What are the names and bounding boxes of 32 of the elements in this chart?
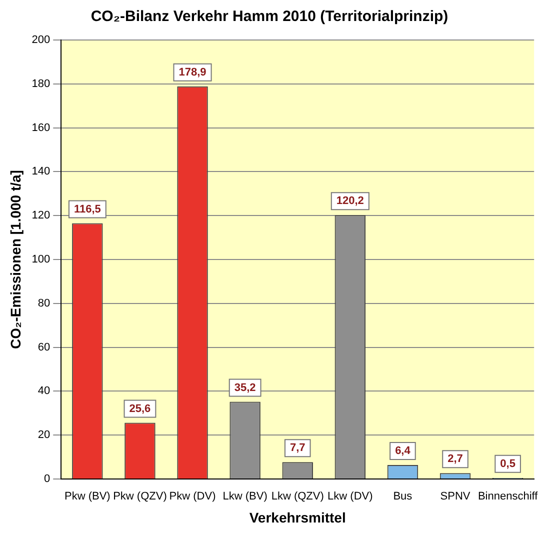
data-label: 0,5 (500, 458, 516, 470)
y-tick-label: 20 (38, 429, 50, 442)
x-tick-label: SPNV (440, 490, 471, 503)
data-label: 116,5 (74, 203, 101, 216)
data-label: 120,2 (336, 195, 364, 208)
y-tick-label: 120 (32, 210, 50, 222)
data-label: 7,7 (290, 442, 306, 454)
x-axis-title: Verkehrsmittel (249, 509, 346, 526)
data-label: 25,6 (129, 402, 151, 415)
y-tick-label: 80 (38, 297, 50, 310)
x-tick-label: Bus (393, 490, 413, 503)
y-axis-title: CO₂-Emissionen [1.000 t/a] (7, 170, 24, 349)
y-tick-label: 60 (38, 341, 50, 354)
y-tick-label: 140 (32, 166, 50, 178)
x-tick-label: Binnenschiff (478, 490, 539, 503)
y-tick-label: 180 (32, 78, 50, 90)
x-tick-label: Pkw (DV) (169, 490, 216, 503)
data-label: 35,2 (234, 382, 256, 394)
x-tick-label: Pkw (BV) (64, 490, 110, 503)
y-tick-label: 200 (32, 34, 50, 46)
data-label: 178,9 (178, 66, 206, 78)
x-tick-label: Pkw (QZV) (113, 490, 167, 503)
x-tick-label: Lkw (DV) (328, 490, 373, 503)
y-tick-label: 100 (32, 254, 50, 266)
chart-title: CO₂-Bilanz Verkehr Hamm 2010 (Territorialprinzip) (90, 8, 448, 26)
data-label: 2,7 (448, 453, 463, 466)
y-tick-label: 0 (44, 473, 50, 486)
x-tick-label: Lkw (QZV) (271, 490, 324, 503)
y-tick-label: 40 (38, 385, 50, 398)
x-tick-label: Lkw (BV) (222, 490, 268, 503)
y-tick-label: 160 (32, 122, 50, 134)
data-label: 6,4 (395, 444, 412, 457)
